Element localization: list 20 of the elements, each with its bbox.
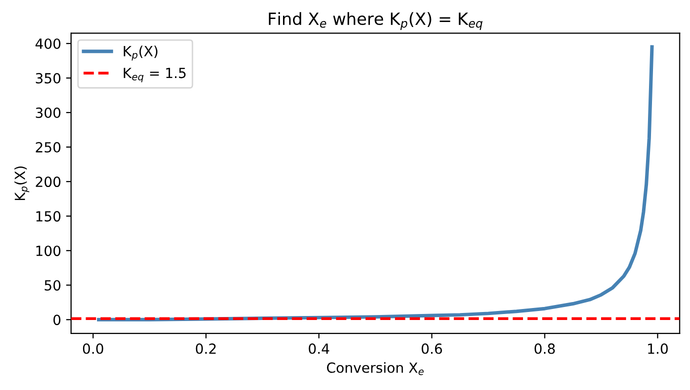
y-tick-label: 300: [36, 108, 60, 118]
x-tick-label: 0.6: [422, 343, 442, 354]
x-tick-label: 0.2: [196, 343, 216, 354]
y-tick-label: 0: [53, 314, 60, 326]
y-tick-label: 400: [36, 38, 60, 49]
y-tick-label: 100: [36, 246, 60, 256]
legend-label: K$_{p}$(X): [124, 46, 158, 60]
y-tick-label: 50: [44, 280, 60, 291]
chart-title: Find X$_{e}$ where K$_{p}$(X) = K$_{eq}$: [268, 12, 482, 30]
y-tick-label: 150: [36, 211, 60, 222]
y-tick-label: 200: [36, 176, 60, 188]
y-tick-label: 250: [36, 142, 60, 153]
x-axis-title: Conversion X$_{e}$: [326, 362, 424, 376]
x-tick-label: 0.8: [534, 343, 555, 354]
x-tick-label: 0.0: [82, 343, 104, 354]
y-axis-title: K$_{p}$(X): [14, 166, 30, 200]
y-tick-label: 350: [36, 72, 60, 84]
legend-label: K$_{eq}$ = 1.5: [124, 68, 186, 82]
x-tick-label: 1.0: [648, 343, 668, 354]
x-tick-label: 0.4: [308, 343, 330, 354]
